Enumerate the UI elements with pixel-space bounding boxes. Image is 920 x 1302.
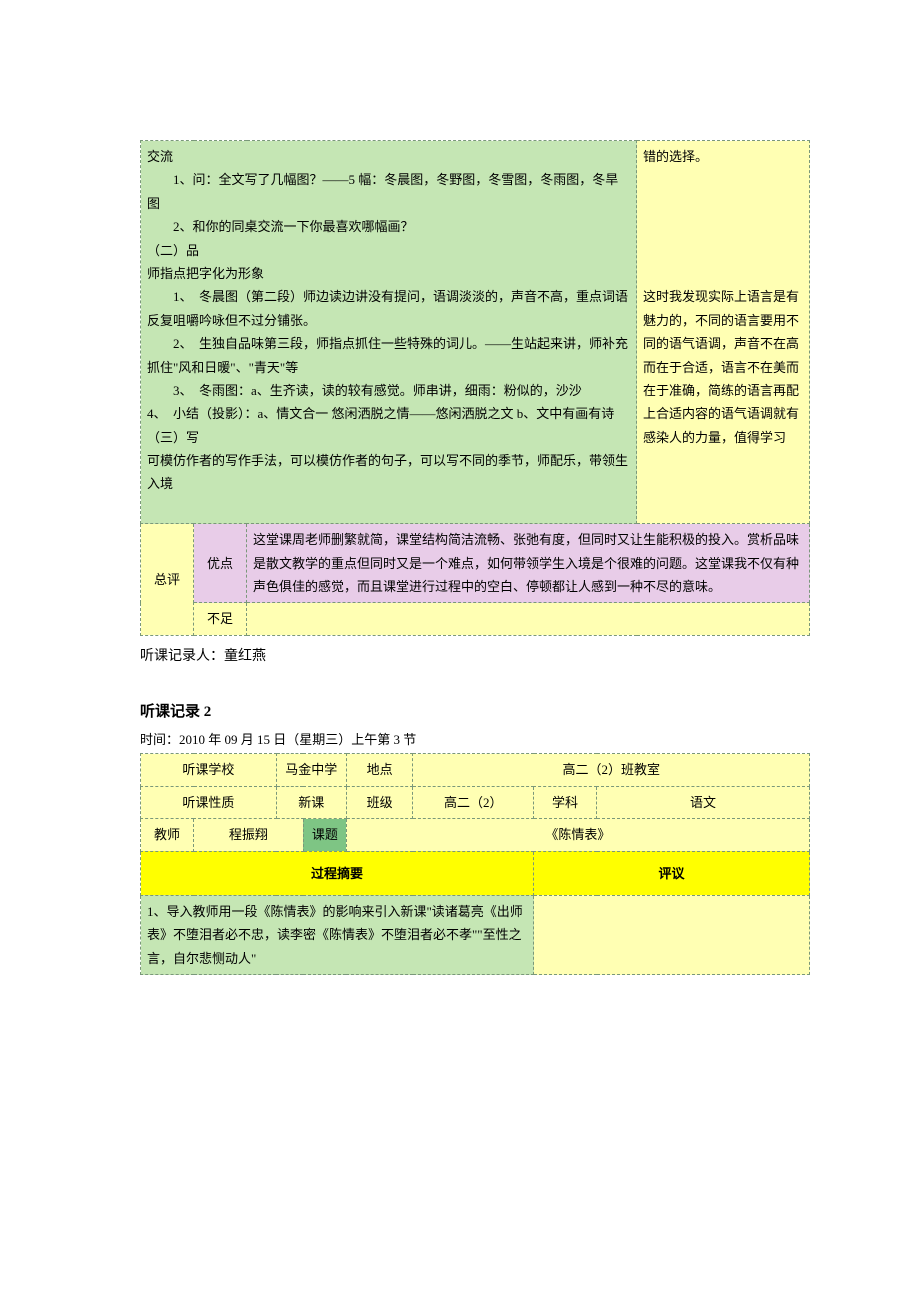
- comment2-text: [534, 895, 810, 974]
- type-val: 新课: [276, 786, 346, 818]
- process-line: （二）品: [147, 243, 199, 258]
- comment-header: 评议: [534, 851, 810, 895]
- pros-text: 这堂课周老师删繁就简，课堂结构简洁流畅、张弛有度，但同时又让生能积极的投入。赏析…: [247, 524, 810, 603]
- pros-label: 优点: [194, 524, 247, 603]
- place-val: 高二（2）班教室: [413, 754, 810, 786]
- process-line: 3、 冬雨图：a、生齐读，读的较有感觉。师串讲，细雨：粉似的，沙沙: [147, 379, 630, 402]
- school-val: 马金中学: [276, 754, 346, 786]
- process-header: 过程摘要: [141, 851, 534, 895]
- process-line: 师指点把字化为形象: [147, 266, 264, 281]
- class-val: 高二（2）: [413, 786, 534, 818]
- process-cell: 交流 1、问：全文写了几幅图？——5 幅：冬晨图，冬野图，冬雪图，冬雨图，冬旱图…: [141, 141, 637, 524]
- subject-label: 学科: [534, 786, 597, 818]
- process-line: 1、 冬晨图（第二段）师边读边讲没有提问，语调淡淡的，声音不高，重点词语反复咀嚼…: [147, 285, 630, 332]
- process-line: 2、 生独自品味第三段，师指点抓住一些特殊的词儿。——生站起来讲，师补充抓住"风…: [147, 332, 630, 379]
- record2-time: 时间：2010 年 09 月 15 日（星期三）上午第 3 节: [140, 728, 810, 751]
- place-label: 地点: [346, 754, 413, 786]
- comment-cell: 错的选择。 这时我发现实际上语言是有魅力的，不同的语言要用不同的语气语调，声音不…: [637, 141, 810, 524]
- comment-text: 错的选择。: [643, 149, 708, 164]
- lesson-label: 课题: [303, 819, 346, 851]
- lesson-table-1: 交流 1、问：全文写了几幅图？——5 幅：冬晨图，冬野图，冬雪图，冬雨图，冬旱图…: [140, 140, 810, 636]
- comment-text: 这时我发现实际上语言是有魅力的，不同的语言要用不同的语气语调，声音不在高而在于合…: [643, 289, 799, 444]
- type-label: 听课性质: [141, 786, 277, 818]
- process-line: 4、 小结（投影）：a、情文合一 悠闲洒脱之情——悠闲洒脱之文 b、文中有画有诗: [147, 406, 614, 421]
- cons-label: 不足: [194, 603, 247, 635]
- lesson-val: 《陈情表》: [346, 819, 809, 851]
- subject-val: 语文: [597, 786, 810, 818]
- lesson-table-2: 听课学校 马金中学 地点 高二（2）班教室 听课性质 新课 班级 高二（2） 学…: [140, 753, 810, 975]
- cons-text: [247, 603, 810, 635]
- school-label: 听课学校: [141, 754, 277, 786]
- teacher-val: 程振翔: [194, 819, 304, 851]
- teacher-label: 教师: [141, 819, 194, 851]
- class-label: 班级: [346, 786, 413, 818]
- process2-text: 1、导入教师用一段《陈情表》的影响来引入新课"读诸葛亮《出师表》不堕泪者必不忠，…: [141, 895, 534, 974]
- process-line: 交流: [147, 149, 173, 164]
- process-line: 2、和你的同桌交流一下你最喜欢哪幅画？: [147, 215, 630, 238]
- process-line: （三）写: [147, 430, 199, 445]
- recorder-name: 听课记录人：童红燕: [140, 644, 810, 669]
- process-line: 1、问：全文写了几幅图？——5 幅：冬晨图，冬野图，冬雪图，冬雨图，冬旱图: [147, 168, 630, 215]
- process-line: 可模仿作者的写作手法，可以模仿作者的句子，可以写不同的季节，师配乐，带领生入境: [147, 453, 628, 491]
- record2-title: 听课记录 2: [140, 699, 810, 726]
- summary-label: 总评: [141, 524, 194, 636]
